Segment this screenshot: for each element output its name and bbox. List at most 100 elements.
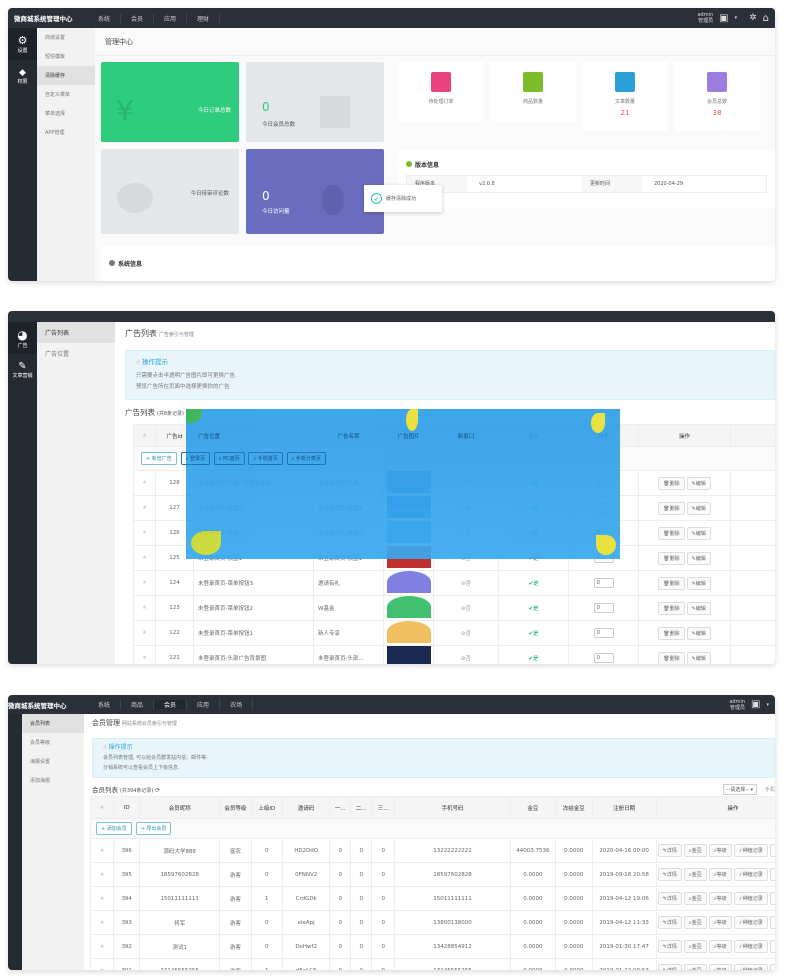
submenu-item-active[interactable]: 广告列表 — [37, 322, 115, 343]
detail-button[interactable]: ✎详情 — [657, 844, 682, 857]
refresh-icon[interactable]: ⟳ — [185, 410, 191, 417]
submenu-item-active[interactable]: 清除缓存 — [37, 66, 95, 85]
show-value[interactable]: 是 — [533, 531, 539, 537]
delete-button[interactable]: 🗑删除 — [658, 476, 685, 490]
star-icon[interactable]: ★ — [142, 580, 147, 586]
planting-record-button[interactable]: ✓种植记录 — [733, 916, 768, 929]
show-value[interactable]: 是 — [533, 506, 539, 512]
nav-item[interactable]: 应用 — [154, 13, 188, 23]
module-permissions[interactable]: ◆ 权限 — [8, 60, 37, 92]
delete-button[interactable]: 🗑删除 — [658, 526, 685, 540]
edit-button[interactable]: ✎编辑 — [686, 601, 711, 615]
submenu-item[interactable]: 短信模板 — [45, 54, 66, 60]
nav-item[interactable]: 会员 — [121, 13, 155, 23]
show-value[interactable]: 是 — [533, 481, 539, 487]
delete-button[interactable]: 🗑删除 — [658, 576, 685, 590]
delete-button[interactable]: 🗑删除 — [658, 601, 685, 615]
delete-button[interactable]: 🗑删除 — [769, 844, 775, 857]
settings-icon[interactable]: ✲ — [749, 13, 757, 23]
sort-input[interactable]: 0 — [593, 528, 614, 538]
show-value[interactable]: 是 — [533, 581, 539, 587]
new-window-value[interactable]: 否 — [465, 581, 472, 587]
submenu-item[interactable]: 广告位置 — [45, 351, 70, 358]
submenu-item[interactable]: 海报设置 — [30, 759, 51, 765]
ad-image[interactable] — [386, 471, 431, 493]
star-icon[interactable]: ★ — [142, 605, 147, 611]
nav-item[interactable]: 应用 — [187, 700, 221, 709]
sort-input[interactable]: 0 — [593, 553, 614, 563]
submenu-item[interactable]: 添加海报 — [30, 778, 51, 784]
detail-button[interactable]: ✎详情 — [657, 964, 682, 970]
filter-mobile-button[interactable]: ⌕ 手机首页 — [248, 452, 283, 465]
submenu-item[interactable]: 商城设置 — [45, 35, 66, 41]
delete-button[interactable]: 🗑删除 — [658, 551, 685, 565]
new-window-value[interactable]: 否 — [465, 481, 472, 487]
submenu-item[interactable]: 会员等级 — [30, 740, 51, 746]
sort-input[interactable]: 0 — [593, 478, 614, 488]
detail-button[interactable]: ✎详情 — [657, 892, 682, 905]
delete-button[interactable]: 🗑删除 — [769, 892, 775, 905]
stat-articles[interactable]: 文章数量 21 — [582, 62, 668, 131]
edit-button[interactable]: ✎编辑 — [686, 551, 711, 565]
new-window-value[interactable]: 否 — [465, 556, 472, 562]
star-icon[interactable]: ★ — [142, 480, 147, 486]
new-window-value[interactable]: 否 — [465, 656, 472, 662]
new-window-value[interactable]: 否 — [465, 631, 472, 637]
nav-item[interactable]: 系统 — [88, 700, 122, 709]
delete-button[interactable]: 🗑删除 — [658, 626, 685, 640]
sort-input[interactable]: 0 — [593, 603, 614, 613]
filter-login-button[interactable]: ⌕ 登录页 — [180, 452, 210, 465]
detail-button[interactable]: ✎详情 — [657, 868, 682, 881]
search-input[interactable]: 手机 — [764, 787, 775, 793]
module-settings[interactable]: ⚙ 设置 — [8, 28, 37, 60]
edit-button[interactable]: ✎编辑 — [686, 626, 711, 640]
filter-category-button[interactable]: ⌕ 手机分类页 — [286, 452, 326, 465]
nav-item[interactable]: 商品 — [121, 700, 155, 709]
planting-record-button[interactable]: ✓种植记录 — [733, 964, 768, 970]
planting-record-button[interactable]: ✓种植记录 — [733, 940, 768, 953]
level-button[interactable]: ⌕等级 — [708, 964, 732, 970]
nav-item[interactable]: 农场 — [220, 700, 254, 709]
new-window-value[interactable]: 否 — [465, 506, 472, 512]
orders-card[interactable]: ¥ 今日订单总数 — [101, 62, 239, 142]
delete-button[interactable]: 🗑删除 — [769, 916, 775, 929]
gold-button[interactable]: ⌕金豆 — [683, 844, 707, 857]
star-icon[interactable]: ★ — [142, 555, 147, 561]
detail-button[interactable]: ✎详情 — [657, 916, 682, 929]
edit-button[interactable]: ✎编辑 — [686, 501, 711, 515]
star-icon[interactable]: ★ — [142, 655, 147, 661]
stat-members[interactable]: 会员总数 38 — [674, 62, 760, 131]
gold-button[interactable]: ⌕金豆 — [683, 916, 707, 929]
star-icon[interactable]: ★ — [142, 630, 147, 636]
edit-button[interactable]: ✎编辑 — [686, 476, 711, 490]
star-icon[interactable]: ★ — [99, 871, 105, 878]
edit-button[interactable]: ✎编辑 — [686, 526, 711, 540]
edit-button[interactable]: ✎编辑 — [686, 651, 711, 664]
stat-pending-orders[interactable]: 待处理订单 — [398, 62, 484, 121]
star-icon[interactable]: ★ — [99, 847, 105, 854]
members-card[interactable]: 0 今日会员总数 — [246, 62, 384, 142]
filter-pc-button[interactable]: ⌕ PC首页 — [213, 452, 245, 465]
nav-item[interactable]: 系统 — [88, 13, 122, 23]
star-icon[interactable]: ★ — [142, 530, 147, 536]
filter-select[interactable]: --请选择-- ▾ — [722, 784, 757, 795]
delete-button[interactable]: 🗑删除 — [769, 940, 775, 953]
star-icon[interactable]: ★ — [99, 919, 105, 926]
module-ads[interactable]: ◕ 广告 — [8, 322, 37, 354]
level-button[interactable]: ⌕等级 — [708, 892, 732, 905]
star-icon[interactable]: ★ — [99, 943, 105, 950]
add-ad-button[interactable]: + 新增广告 — [141, 452, 177, 465]
user-menu[interactable]: admin 管理员 ▣ ▾ — [729, 699, 769, 711]
delete-button[interactable]: 🗑删除 — [658, 651, 685, 664]
sort-input[interactable]: 0 — [593, 578, 614, 588]
gold-button[interactable]: ⌕金豆 — [683, 868, 707, 881]
submenu-item[interactable]: APP管理 — [45, 130, 65, 136]
add-member-button[interactable]: + 添加会员 — [96, 822, 132, 835]
ad-image[interactable] — [386, 521, 431, 543]
home-icon[interactable]: ⌂ — [762, 12, 769, 24]
delete-button[interactable]: 🗑删除 — [658, 501, 685, 515]
detail-button[interactable]: ✎详情 — [657, 940, 682, 953]
ad-image[interactable] — [386, 571, 431, 593]
star-icon[interactable]: ★ — [100, 968, 105, 971]
star-icon[interactable]: ★ — [99, 895, 105, 902]
